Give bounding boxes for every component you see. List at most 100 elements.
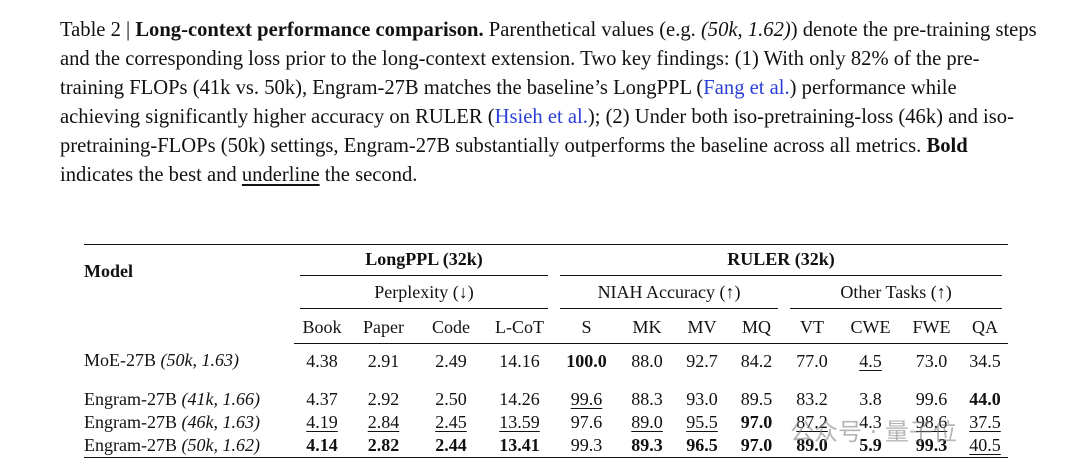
group-header: LongPPL (32k) [294,245,554,280]
cell-text: 95.5 [686,412,718,432]
cell-text: 84.2 [740,350,773,371]
model-cell: Engram-27B (50k, 1.62) [84,434,294,458]
value-cell: 89.0 [784,434,840,458]
value-cell: 14.26 [485,378,554,411]
cell-text: 5.9 [859,435,882,455]
cell-text: 2.49 [435,350,467,371]
group-header: RULER (32k) [554,245,1008,280]
subgroup-header: Other Tasks (↑) [784,279,1008,311]
value-cell: 97.0 [729,411,784,434]
value-cell: 77.0 [784,344,840,379]
cell-text: 4.3 [859,412,882,432]
cell-text: 97.0 [740,435,773,455]
group-label: LongPPL (32k) [300,249,549,276]
value-cell: 2.84 [350,411,417,434]
text-run: Parenthetical values (e.g. [483,19,701,41]
column-header: Book [294,311,350,344]
value-cell: 99.6 [901,378,962,411]
value-cell: 4.3 [840,411,901,434]
value-cell: 88.0 [619,344,675,379]
cell-text: 100.0 [566,350,607,371]
cell-text: 2.45 [435,412,467,432]
value-cell: 2.49 [417,344,485,379]
value-cell: 2.92 [350,378,417,411]
value-cell: 40.5 [962,434,1008,458]
text-run: MoE-27B [84,350,161,371]
cell-text: 2.44 [435,435,467,455]
text-run: (46k, 1.63) [181,412,260,432]
subgroup-header: NIAH Accuracy (↑) [554,279,784,311]
value-cell: 73.0 [901,344,962,379]
text-run: the second. [319,164,418,186]
text-run: Bold [926,135,968,157]
column-header: MK [619,311,676,344]
model-cell: Engram-27B (41k, 1.66) [84,378,294,411]
column-header: MV [675,311,730,344]
text-run: Hsieh et al. [494,106,588,128]
text-run: (41k, 1.66) [181,389,260,409]
column-header: VT [784,311,841,344]
text-run: Engram-27B [84,389,182,409]
cell-text: 87.2 [796,412,828,432]
cell-text: 98.6 [915,412,948,432]
value-cell: 88.3 [619,378,675,411]
watermark: 公众号 · 量子位 [790,418,957,446]
value-cell: 37.5 [962,411,1008,434]
cell-text: 14.26 [499,389,540,409]
text-run: ) performance while achieving significan… [60,77,957,128]
table-caption: Table 2 | Long-context performance compa… [60,16,1038,190]
text-run: (50k, 1.62) [181,435,260,455]
value-cell: 2.82 [350,434,417,458]
value-cell: 4.5 [840,344,901,379]
cell-text: 3.8 [859,389,882,409]
text-run: indicates the best and [60,164,242,186]
column-header: Paper [350,311,417,344]
cell-text: 89.5 [740,389,773,409]
cell-text: 89.0 [796,435,828,455]
subgroup-label: Perplexity (↓) [300,282,549,309]
value-cell: 2.50 [417,378,485,411]
text-run: Long-context performance comparison. [135,19,484,41]
text-run: ) denote the pre-training steps and the … [60,19,1037,99]
value-cell: 4.14 [294,434,350,458]
value-cell: 100.0 [554,344,619,379]
value-cell: 93.0 [675,378,729,411]
text-run: Fang et al. [703,77,790,99]
cell-text: 14.16 [499,350,540,371]
text-run: underline [241,164,320,186]
cell-text: 99.3 [570,435,603,455]
text-run: Engram-27B [84,412,182,432]
cell-text: 77.0 [796,350,828,371]
cell-text: 83.2 [796,389,828,409]
column-header: QA [962,311,1009,344]
cell-text: 2.50 [435,389,467,409]
value-cell: 14.16 [485,344,554,379]
value-cell: 97.6 [554,411,619,434]
column-header: FWE [901,311,963,344]
cell-text: 13.59 [499,412,540,432]
value-cell: 13.41 [485,434,554,458]
text-run: (50k, 1.63) [160,350,239,371]
table-row: MoE-27B (50k, 1.63) 4.38 2.91 2.49 14.16 100.… [84,344,1008,379]
text-run: Table 2 | [60,19,136,41]
value-cell: 3.8 [840,378,901,411]
value-cell: 84.2 [729,344,784,379]
cell-text: 73.0 [915,350,948,371]
column-header: S [554,311,620,344]
value-cell: 2.44 [417,434,485,458]
text-run: Engram-27B [84,435,182,455]
cell-text: 97.0 [740,412,773,432]
cell-text: 99.6 [570,389,603,409]
value-cell: 83.2 [784,378,840,411]
cell-text: 99.3 [915,435,948,455]
column-header: Code [417,311,485,344]
cell-text: 4.14 [306,435,338,455]
cell-text: 34.5 [969,350,1001,371]
value-cell: 99.6 [554,378,619,411]
value-cell: 92.7 [675,344,729,379]
column-header: L-CoT [485,311,555,344]
cell-text: 93.0 [686,389,718,409]
cell-text: 88.3 [631,389,663,409]
cell-text: 99.6 [915,389,948,409]
